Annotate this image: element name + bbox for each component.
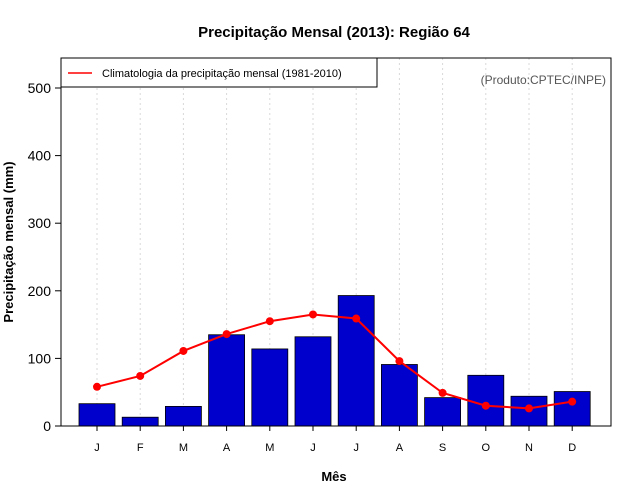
climatology-point — [309, 310, 317, 319]
bar-D-12 — [553, 391, 591, 427]
y-axis-label: Precipitação mensal (mm) — [1, 161, 16, 322]
climatology-point — [222, 330, 231, 339]
x-tick-label: J — [94, 442, 100, 454]
legend-label: Climatologia da precipitação mensal (198… — [102, 68, 342, 80]
x-tick-label: A — [223, 442, 231, 454]
climatology-line — [96, 313, 573, 410]
climatology-point — [395, 357, 404, 366]
y-tick-label: 200 — [28, 283, 52, 299]
bar-A-8 — [380, 364, 418, 427]
y-tick-label: 300 — [28, 215, 52, 231]
bar-J-1 — [78, 403, 116, 427]
x-tick-label: F — [137, 442, 144, 454]
x-tick-label: J — [353, 442, 359, 454]
climatology-point — [352, 314, 361, 323]
climatology-point — [525, 404, 533, 413]
x-tick-label: M — [179, 442, 188, 454]
climatology-point — [93, 382, 101, 391]
x-tick-label: D — [568, 442, 576, 454]
climatology-point — [265, 317, 274, 326]
bar-F-2 — [121, 416, 159, 427]
bar-O-10 — [467, 374, 505, 427]
y-axis: 0 100 200 300 400 500 — [28, 80, 61, 434]
bar-S-9 — [424, 397, 462, 427]
legend: Climatologia da precipitação mensal (198… — [60, 57, 378, 88]
y-tick-label: 500 — [28, 80, 52, 96]
climatology-point — [568, 397, 577, 406]
climatology-point — [481, 401, 490, 410]
bars-group — [78, 295, 591, 427]
chart-title: Precipitação Mensal (2013): Região 64 — [198, 24, 470, 41]
climatology-point — [136, 371, 145, 380]
x-tick-label: S — [439, 442, 446, 454]
bar-J-6 — [294, 336, 332, 427]
x-axis-label: Mês — [321, 469, 346, 484]
x-tick-label: N — [525, 442, 533, 454]
bar-M-5 — [251, 348, 289, 427]
bar-A-4 — [208, 334, 246, 427]
x-tick-label: O — [482, 442, 491, 454]
x-tick-label: J — [310, 442, 316, 454]
y-tick-label: 100 — [28, 350, 52, 366]
source-annotation: (Produto:CPTEC/INPE) — [481, 73, 606, 87]
climatology-line-group — [93, 310, 577, 413]
x-tick-label: M — [265, 442, 274, 454]
climatology-point — [179, 346, 188, 355]
legend-box — [60, 57, 378, 88]
bar-M-3 — [164, 405, 202, 427]
climatology-point — [438, 388, 447, 397]
y-tick-label: 400 — [28, 148, 52, 164]
y-tick-label: 0 — [43, 418, 51, 434]
x-tick-label: A — [396, 442, 404, 454]
grid-lines — [96, 58, 573, 426]
